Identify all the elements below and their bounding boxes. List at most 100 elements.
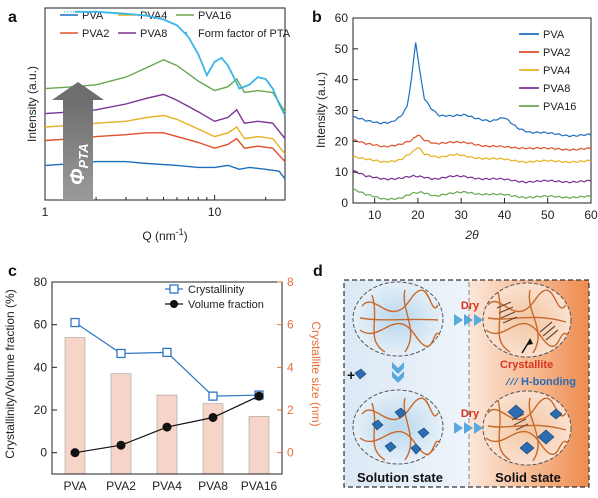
panel-a-legend-label: PVA2 [82,28,109,40]
panel-c-series [70,317,264,458]
panel-c-marker-crystallinity [162,347,172,358]
panel-b-series [352,42,592,201]
panel-a-series [44,10,286,180]
pta-particles [354,368,563,455]
panel-c-marker-volume-fraction [70,448,80,458]
panel-a-series-form-factor-of-pta [74,10,286,116]
panel-b-x-tick-label: 30 [455,208,469,222]
panel-c-crystallinity-chart: PVA PVA2 PVA4 PVA8 PVA16 0 20 40 60 80 0 2 4 6 8 Cryst… [3,275,323,493]
panel-label-d: d [313,263,323,280]
panel-b-legend-label: PVA [543,29,565,41]
panel-c-right-tick-label: 2 [287,403,294,417]
solution-droplet-bottom [352,389,444,465]
panel-c-marker-crystallinity [208,391,218,401]
panel-a-y-axis-label: Intensity (a.u.) [25,66,39,142]
panel-c-bar-pva2 [110,373,132,475]
panel-c-legend: Crystallinity Volume fraction [165,284,264,311]
panel-a-legend-label: PVA8 [140,28,167,40]
panel-c-legend-marker [170,300,178,308]
panel-c-y-tick-label: 40 [34,360,48,374]
panel-b-y-tick-label: 10 [335,165,349,179]
panel-c-legend-label: Crystallinity [188,284,245,296]
crystallite-pointer-head [527,338,533,345]
panel-b-series-pva2 [352,134,592,152]
panel-a-x-axis-label: Q (nm-1) [142,227,187,243]
panel-c-marker-crystallinity [116,348,126,359]
panel-b-y-tick-label: 60 [335,11,349,25]
panel-a-series-pva2 [44,132,286,163]
dry-arrow-bottom: Dry [454,408,483,434]
phi-pta-annotation: ΦPTA [67,144,91,186]
panel-label-b: b [312,9,322,26]
panel-c-y-axis-label: Crystallinity/Volume fraction (%) [3,289,17,458]
panel-c-legend-label: Volume fraction [188,299,264,311]
panel-a-legend-label: Form factor of PTA [198,28,291,40]
panel-c-x-tick-label: PVA4 [152,479,182,493]
panel-c-right-tick-label: 8 [287,275,294,289]
panel-a-legend-label: PVA [82,10,104,22]
panel-b-x-tick-label: 10 [368,208,382,222]
add-pta-arrow: + [347,362,404,383]
dry-arrow-top: Dry [454,300,483,326]
panel-c-right-axis-label: Crystallite size (nm) [309,321,323,426]
panel-b-x-tick-label: 40 [498,208,512,222]
panel-b-series-pva16 [352,188,592,201]
panel-a-series-pva16 [44,59,286,113]
panel-b-legend-label: PVA2 [543,47,570,59]
panel-c-y-tick-label: 80 [34,275,48,289]
dry-label-top: Dry [461,300,480,312]
phi-arrow-head [52,82,104,100]
panel-c-marker-volume-fraction [254,391,264,401]
panel-a-frame [44,7,286,201]
panel-c-bar-pva16 [248,416,270,475]
panel-a-x-tick-label: 1 [42,205,49,219]
panel-a-series-pva [44,160,286,180]
panel-b-x-tick-label: 50 [541,208,555,222]
panel-d-schematic: Dry Dry + Crystallite H-bonding Solution… [343,279,590,488]
solid-state-label: Solid state [495,470,561,485]
panel-c-x-tick-label: PVA2 [106,479,136,493]
panel-c-frame [51,281,283,475]
panel-b-legend: PVA PVA2 PVA4 PVA8 PVA16 [519,29,576,113]
panel-c-line-crystallinity [74,322,260,397]
panel-b-legend-label: PVA16 [543,101,576,113]
panel-b-y-tick-label: 50 [335,42,349,56]
panel-c-right-tick-label: 4 [287,360,294,374]
crystallite-stacks [496,301,559,431]
crystallite-label: Crystallite [500,359,553,371]
panel-label-c: c [8,263,17,280]
panel-a-series-pva8 [44,93,286,140]
dry-label-bottom: Dry [461,408,480,420]
polymer-chains [359,289,569,462]
panel-label-a: a [8,9,17,26]
panel-b-y-axis-label: Intensity (a.u.) [314,72,328,148]
phi-pta-arrow: ΦPTA [52,82,104,200]
panel-b-ticks: 10 20 30 40 50 60 0 10 20 30 40 50 60 [335,11,598,222]
panel-b-x-tick-label: 60 [584,208,598,222]
schematic-frame [343,279,590,488]
panel-a-series-pva4 [44,114,286,155]
panel-c-marker-crystallinity [70,317,80,328]
panel-b-y-tick-label: 20 [335,134,349,148]
panel-c-x-tick-label: PVA8 [198,479,228,493]
panel-c-legend-marker [169,284,179,294]
panel-c-y-tick-label: 60 [34,318,48,332]
panel-b-y-tick-label: 30 [335,104,349,118]
panel-c-marker-volume-fraction [208,412,218,422]
panel-b-legend-label: PVA8 [543,83,570,95]
panel-c-y-tick-label: 20 [34,403,48,417]
panel-c-bar-pva4 [156,394,178,475]
plus-sign: + [347,367,355,383]
panel-b-y-tick-label: 0 [341,196,348,210]
panel-b-legend-label: PVA4 [543,65,570,77]
panel-c-x-tick-label: PVA [63,479,86,493]
panel-a-legend-label: PVA16 [198,10,231,22]
panel-c-y-tick-label: 0 [40,446,47,460]
panel-b-x-tick-label: 20 [411,208,425,222]
panel-b-x-axis-label: 2θ [464,228,479,242]
solution-state-label: Solution state [357,470,443,485]
